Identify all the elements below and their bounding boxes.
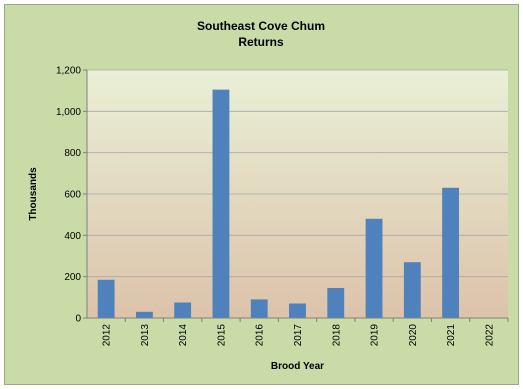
bar-2016 — [250, 299, 268, 318]
x-tick-label: 2012 — [102, 324, 113, 347]
bar-2015 — [212, 89, 230, 318]
bar-2012 — [97, 279, 115, 318]
y-tick-label: 1,200 — [56, 66, 81, 77]
x-tick-label: 2013 — [140, 324, 151, 347]
x-tick-label: 2022 — [484, 324, 495, 347]
bar-chart: 0 200 400 600 800 1,000 1,200 2012 2013 2014 2015 2… — [5, 5, 518, 384]
x-tick-label: 2015 — [216, 324, 227, 347]
bar-2014 — [174, 302, 192, 318]
bar-2020 — [403, 262, 421, 318]
y-tick-label: 1,000 — [56, 107, 81, 118]
gridlines — [87, 69, 508, 278]
x-axis-title: Brood Year — [271, 361, 324, 372]
tick-labels: 0 200 400 600 800 1,000 1,200 2012 2013 2014 2015 2… — [56, 66, 495, 347]
bar-2018 — [327, 288, 345, 318]
x-tick-label: 2016 — [255, 324, 266, 347]
chart-title-line-1: Southeast Cove Chum — [197, 19, 325, 33]
chart-title-line-2: Returns — [238, 35, 284, 49]
bar-2019 — [365, 218, 383, 318]
x-tick-label: 2014 — [178, 324, 189, 347]
x-tick-label: 2019 — [370, 324, 381, 347]
x-tick-label: 2020 — [408, 324, 419, 347]
y-axis-title: Thousands — [28, 167, 39, 221]
chart-container: 0 200 400 600 800 1,000 1,200 2012 2013 2014 2015 2… — [4, 4, 519, 385]
y-tick-label: 400 — [64, 231, 81, 242]
y-tick-label: 200 — [64, 272, 81, 283]
x-tick-label: 2021 — [446, 324, 457, 347]
bars — [97, 89, 460, 318]
bar-2017 — [289, 303, 306, 318]
bar-2013 — [135, 311, 153, 318]
y-tick-label: 0 — [75, 314, 81, 325]
bar-2021 — [442, 187, 460, 318]
x-tick-label: 2018 — [331, 324, 342, 347]
x-tick-label: 2017 — [293, 324, 304, 347]
y-tick-label: 600 — [64, 190, 81, 201]
y-tick-label: 800 — [64, 148, 81, 159]
axes — [83, 69, 509, 322]
